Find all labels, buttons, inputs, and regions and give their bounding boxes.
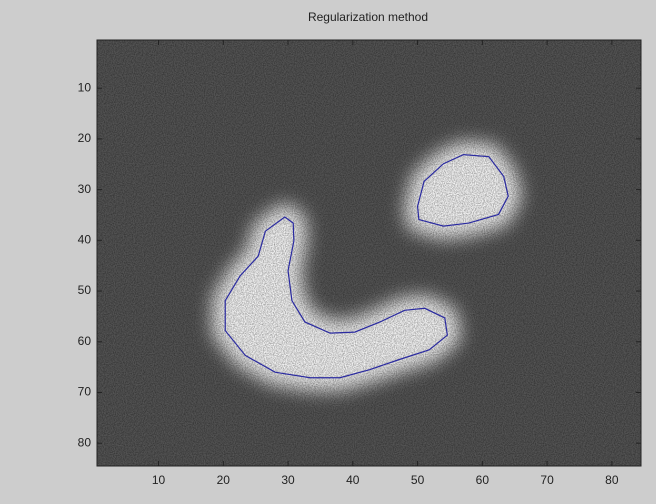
y-tick-label: 60 (78, 334, 92, 348)
x-tick-label: 60 (476, 473, 490, 487)
y-tick-label: 10 (78, 80, 92, 94)
chart-title: Regularization method (308, 10, 428, 24)
y-tick-label: 70 (78, 385, 92, 399)
y-tick-label: 50 (78, 283, 92, 297)
x-tick-label: 50 (411, 473, 425, 487)
x-tick-label: 20 (217, 473, 231, 487)
axes-box (96, 39, 642, 467)
x-tick-label: 80 (605, 473, 619, 487)
x-tick-label: 30 (281, 473, 295, 487)
contour-line (224, 216, 449, 379)
y-tick-label: 80 (78, 435, 92, 449)
contour-line (416, 154, 509, 227)
x-tick-label: 40 (346, 473, 360, 487)
x-tick-label: 70 (540, 473, 554, 487)
image (97, 40, 641, 466)
y-tick-label: 40 (78, 232, 92, 246)
image-noise (97, 40, 641, 466)
y-tick-label: 20 (78, 131, 92, 145)
x-tick-label: 10 (152, 473, 166, 487)
y-tick-label: 30 (78, 182, 92, 196)
